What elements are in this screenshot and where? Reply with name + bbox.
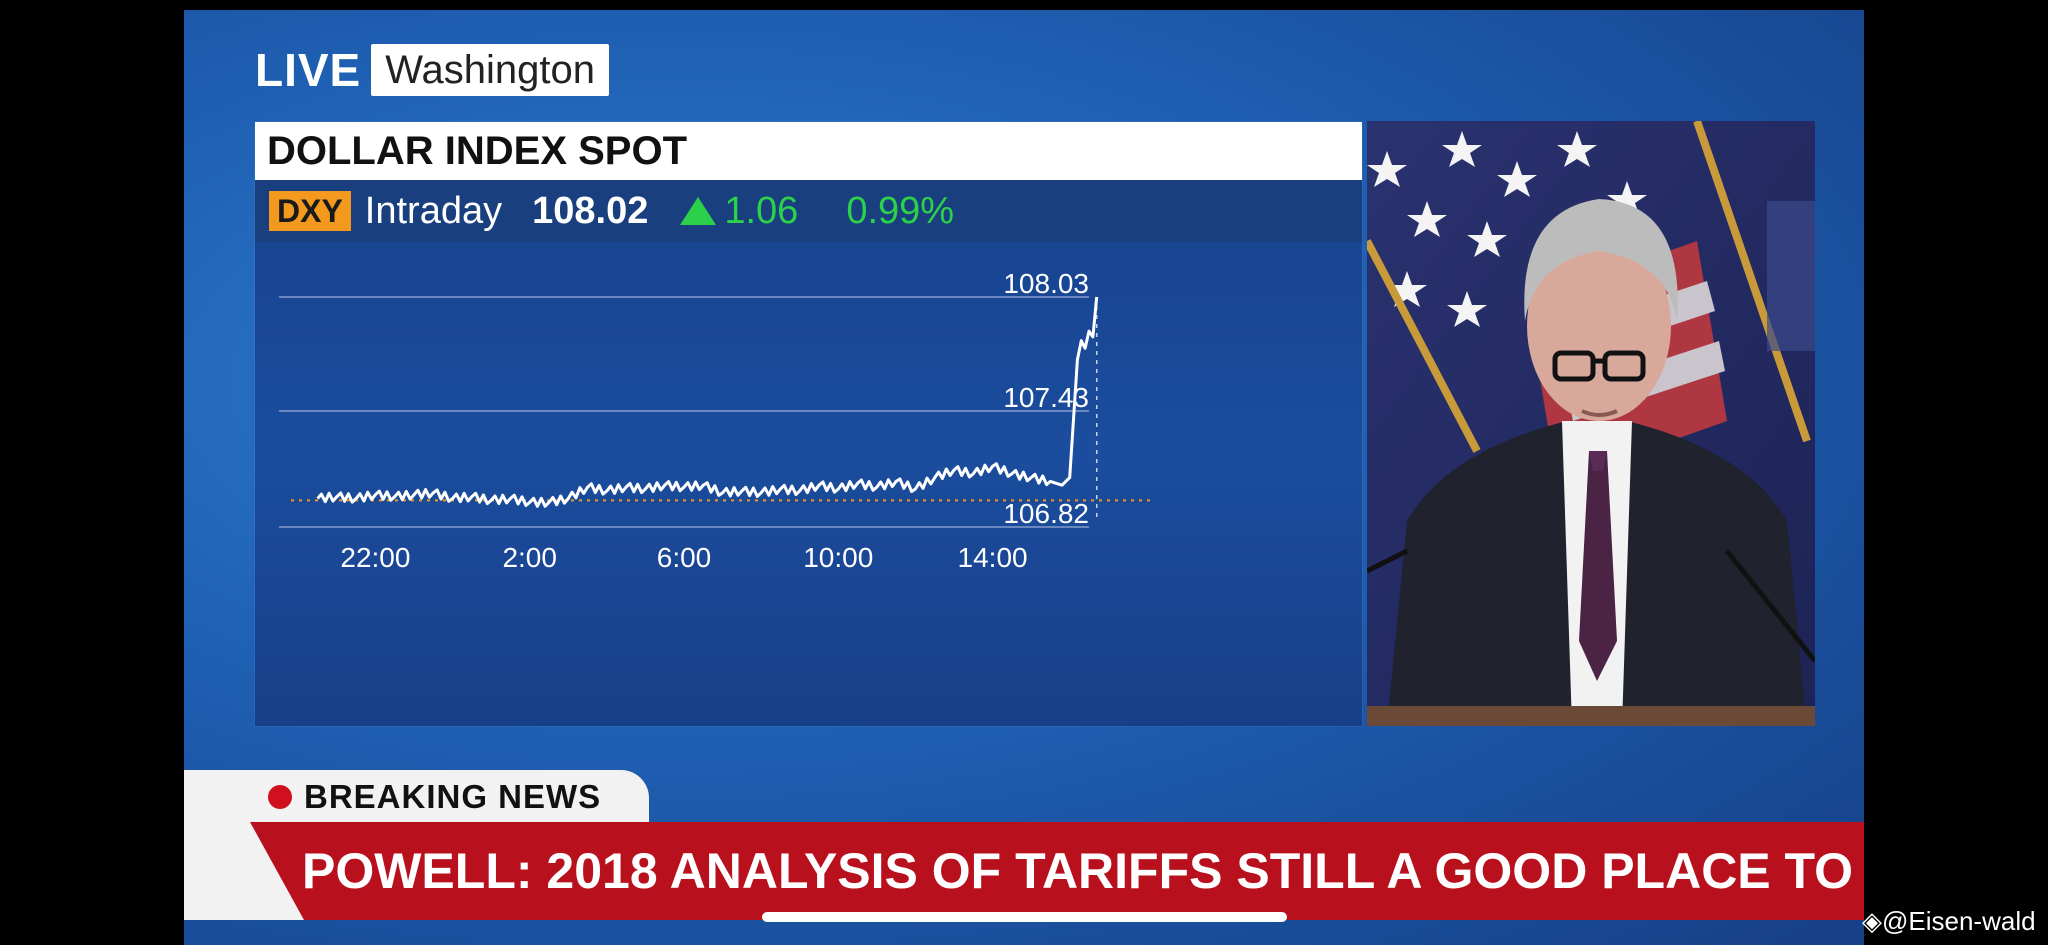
series-line [316,296,1099,508]
flag-poles [1367,121,1811,453]
live-label: LIVE [255,44,362,96]
grid-layer [279,296,1089,528]
broadcast-frame: LIVE Washington DOLLAR INDEX SPOT DXY In… [184,10,1864,945]
speaker-video [1367,121,1815,726]
headline-bar [184,822,1864,920]
watermark-label: @Eisen-wald [1882,906,2036,936]
x-tick-label: 6:00 [657,542,712,573]
watermark-text: ◈@Eisen-wald [1862,906,2036,937]
x-tick-labels: 22:00 2:00 6:00 10:00 14:00 [340,542,1027,573]
microphones [1367,548,1815,663]
speaker-figure [1387,199,1807,726]
x-tick-label: 14:00 [958,542,1028,573]
breaking-news-label: BREAKING NEWS [304,778,602,815]
flag-stars [1367,131,1647,327]
up-arrow-icon [680,197,717,225]
watermark-logo-icon: ◈ [1862,906,1882,936]
live-tag: LIVE Washington [255,44,609,96]
speaker-illustration [1367,121,1815,726]
period-label: Intraday [364,189,503,232]
y-tick-label: 108.03 [1003,268,1089,299]
change-value: 1.06 [724,189,799,232]
x-tick-label: 2:00 [502,542,557,573]
headline-text: POWELL: 2018 ANALYSIS OF TARIFFS STILL A… [302,843,1864,899]
series-layer [316,296,1099,508]
chart-title: DOLLAR INDEX SPOT [255,122,1362,180]
location-label: Washington [371,44,609,96]
change-percent: 0.99% [846,189,955,232]
reference-layer [291,297,1151,521]
price-value: 108.02 [532,189,649,232]
live-dot-icon [268,785,292,809]
ticker-badge: DXY [269,191,351,231]
y-tick-label: 106.82 [1003,498,1089,529]
quote-bar: DXY Intraday 108.02 1.06 0.99% [255,180,1362,242]
x-tick-label: 10:00 [803,542,873,573]
breaking-news-tab: BREAKING NEWS [184,770,649,824]
home-indicator[interactable] [762,912,1287,922]
chart-panel: DOLLAR INDEX SPOT DXY Intraday 108.02 1.… [255,122,1362,726]
x-tick-label: 22:00 [340,542,410,573]
